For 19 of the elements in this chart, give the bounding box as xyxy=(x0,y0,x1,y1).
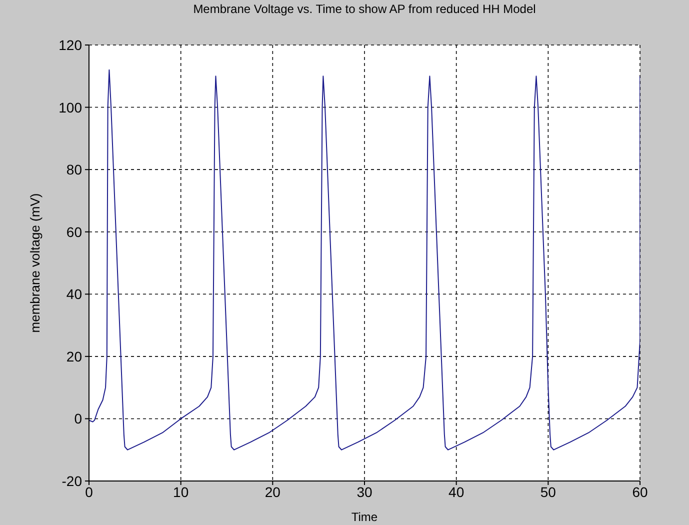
y-tick-label: -20 xyxy=(62,472,82,489)
chart-title: Membrane Voltage vs. Time to show AP from reduced HH Model xyxy=(192,2,537,16)
x-tick-label: 50 xyxy=(540,484,556,500)
y-tick-label: 0 xyxy=(74,410,82,427)
y-tick-label: 40 xyxy=(66,286,82,302)
x-tick-label: 30 xyxy=(356,484,372,500)
x-tick-label: 0 xyxy=(85,484,94,500)
y-tick-label: 80 xyxy=(66,162,82,178)
x-tick-label: 20 xyxy=(264,484,281,500)
x-tick-label: 60 xyxy=(632,484,648,500)
line-series xyxy=(89,69,640,450)
y-axis-title: membrane voltage (mV) xyxy=(28,193,43,333)
x-tick-label: 40 xyxy=(448,484,464,500)
y-tick-label: 120 xyxy=(58,36,82,53)
y-tick-label: 20 xyxy=(66,348,82,364)
x-tick-label: 10 xyxy=(173,484,189,500)
y-tick-label: 100 xyxy=(58,99,82,116)
y-tick-label: 60 xyxy=(66,224,82,240)
x-axis-title: Time xyxy=(351,510,378,524)
